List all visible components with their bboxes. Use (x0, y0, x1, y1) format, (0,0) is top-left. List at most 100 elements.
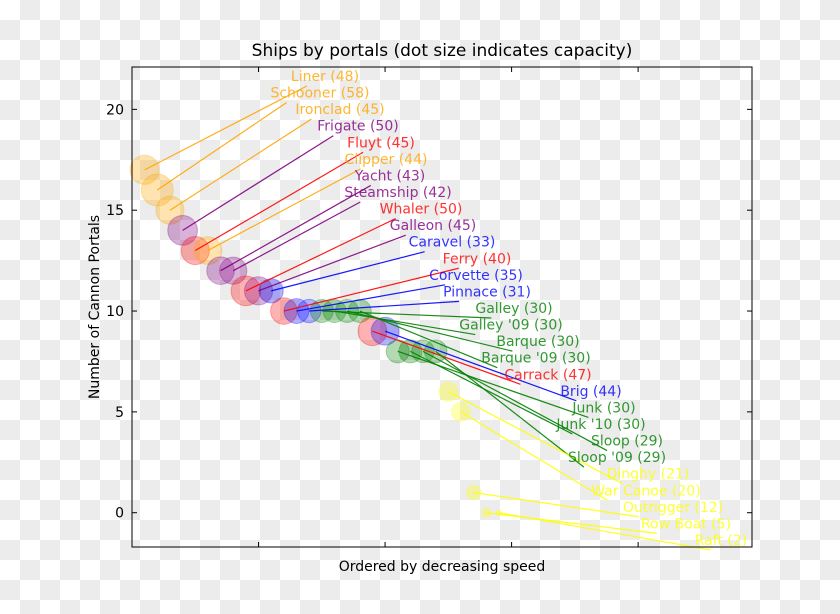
ship-label: Junk '10 (30) (555, 417, 645, 433)
ship-label: Whaler (50) (380, 202, 463, 218)
ship-name: Dinghy (607, 467, 657, 483)
ship-name: Fluyt (347, 135, 382, 151)
ship-capacity: (30) (612, 417, 645, 433)
ship-capacity: (2) (723, 533, 747, 549)
ship-label: Galley (30) (475, 301, 552, 317)
ship-name: Galley (475, 301, 519, 317)
ship-label: Sloop '09 (29) (568, 450, 666, 466)
y-tick-label: 15 (106, 203, 124, 219)
ship-label: Dinghy (21) (607, 467, 690, 483)
ship-name: Steamship (344, 185, 418, 201)
ship-label-leader (435, 350, 585, 468)
ship-label-leader (194, 151, 364, 252)
ship-label: Row Boat (5) (641, 516, 731, 532)
ship-name: Frigate (317, 119, 365, 135)
ship-capacity: (30) (557, 351, 590, 367)
ship-label: Junk (30) (571, 400, 635, 416)
ship-capacity: (33) (462, 235, 495, 251)
ship-label: Galley '09 (30) (459, 318, 562, 334)
ship-label-leader (422, 350, 608, 452)
ship-label-leader (473, 491, 639, 518)
ship-capacity: (30) (602, 400, 635, 416)
ship-label: Barque (30) (496, 334, 579, 350)
ship-label: Sloop (29) (591, 434, 663, 450)
ship-label-leader (144, 85, 308, 171)
ship-capacity: (30) (530, 318, 563, 334)
ship-name: Raft (695, 533, 724, 549)
ship-name: Junk '10 (555, 417, 612, 433)
ship-capacity: (31) (498, 284, 531, 300)
ship-label-leader (410, 350, 573, 435)
ship-label-leader (296, 284, 446, 312)
ship-label: Barque '09 (30) (481, 351, 590, 367)
ship-label: Carrack (47) (504, 367, 591, 383)
ship-name: Sloop (591, 434, 630, 450)
ship-name: Barque '09 (481, 351, 557, 367)
ship-label-leader (245, 218, 396, 292)
ship-label-leader (182, 135, 334, 231)
ship-label: Caravel (33) (409, 235, 496, 251)
ship-label: Schooner (58) (270, 86, 369, 102)
ship-name: Barque (496, 334, 546, 350)
ship-capacity: (50) (366, 119, 399, 135)
ship-label: Fluyt (45) (347, 135, 415, 151)
ship-capacity: (42) (418, 185, 451, 201)
ship-label-leader (309, 300, 460, 312)
ship-name: Galley '09 (459, 318, 529, 334)
ship-name: Schooner (270, 86, 336, 102)
ship-label-leader (156, 102, 287, 191)
y-tick-label: 5 (115, 405, 124, 421)
ship-label: Corvette (35) (429, 268, 523, 284)
ship-label-leader (460, 411, 608, 501)
ship-name: Galleon (390, 218, 443, 234)
ship-label-leader (232, 201, 361, 272)
ship-name: Carrack (504, 367, 559, 383)
ship-capacity: (30) (519, 301, 552, 317)
ship-capacity: (43) (392, 168, 425, 184)
ship-label-leader (498, 512, 711, 551)
ship-label-leader (334, 310, 476, 336)
ship-name: Ironclad (295, 102, 351, 118)
ship-label: Pinnace (31) (443, 284, 531, 300)
ship-label-leader (448, 391, 623, 485)
ship-capacity: (45) (382, 135, 415, 151)
ship-name: Outrigger (623, 500, 690, 516)
ship-label: Brig (44) (560, 384, 621, 400)
ship-name: Pinnace (443, 284, 498, 300)
y-axis-label: Number of Cannon Portals (87, 215, 103, 399)
y-tick-label: 10 (106, 304, 124, 320)
ship-label-leader (207, 168, 361, 252)
ship-capacity: (29) (630, 434, 663, 450)
ship-label-leader (486, 512, 658, 534)
ship-capacity: (21) (656, 467, 689, 483)
ship-capacity: (45) (351, 102, 384, 118)
y-tick-label: 20 (106, 102, 124, 118)
ship-name: Ferry (443, 251, 478, 267)
ship-label: Outrigger (12) (623, 500, 723, 516)
ship-label-leader (283, 267, 459, 312)
ship-name: Liner (291, 69, 326, 85)
plot-frame (131, 66, 753, 548)
ship-label: Galleon (45) (390, 218, 476, 234)
ship-label-leader (271, 251, 425, 292)
ship-name: Junk (571, 400, 603, 416)
ship-label: Clipper (44) (345, 152, 428, 168)
ship-capacity: (47) (558, 367, 591, 383)
ship-name: Brig (560, 384, 588, 400)
ship-name: Yacht (354, 168, 393, 184)
ship-capacity: (50) (429, 202, 462, 218)
ship-name: Corvette (429, 268, 490, 284)
ship-name: Sloop '09 (568, 450, 633, 466)
ship-label: Yacht (43) (354, 168, 425, 184)
ship-name: Whaler (380, 202, 430, 218)
ship-capacity: (5) (707, 516, 731, 532)
x-axis-label: Ordered by decreasing speed (339, 559, 546, 575)
ship-label: Steamship (42) (344, 185, 451, 201)
ship-label-leader (372, 330, 521, 385)
ship-label: Liner (48) (291, 69, 359, 85)
y-tick-label: 0 (115, 506, 124, 522)
ship-capacity: (40) (478, 251, 511, 267)
ship-capacity: (58) (336, 86, 369, 102)
ship-label: Ironclad (45) (295, 102, 384, 118)
